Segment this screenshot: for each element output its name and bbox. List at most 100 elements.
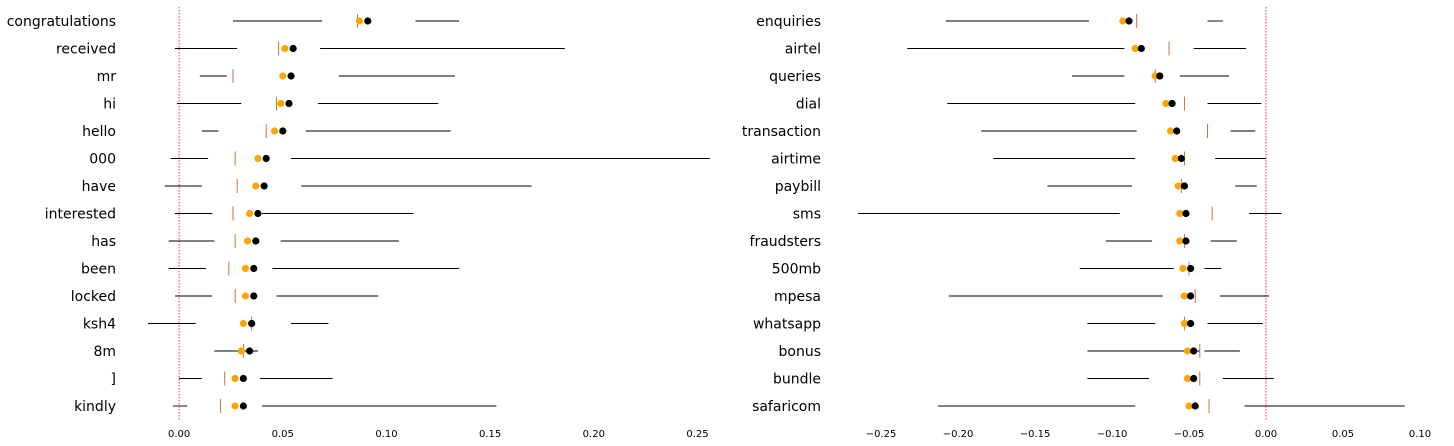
row-label: been (81, 262, 116, 278)
black-point (1191, 402, 1199, 410)
orange-point (254, 154, 262, 163)
black-point (1186, 292, 1195, 300)
right-panel: enquiries airtel queries dial transaction air… (742, 7, 1431, 440)
row-label: airtime (771, 152, 821, 168)
black-point (1190, 347, 1198, 355)
orange-point (252, 182, 260, 190)
black-point (1168, 99, 1176, 108)
orange-point (231, 374, 239, 383)
orange-point (1119, 17, 1127, 25)
row-label: ] (111, 372, 116, 388)
x-tick-label: −0.15 (1020, 429, 1051, 440)
row-label: 8m (93, 344, 116, 360)
x-tick-label: 0.25 (686, 429, 708, 440)
black-point (287, 72, 295, 80)
row-label: ksh4 (83, 317, 116, 333)
orange-point (1162, 99, 1170, 108)
row-label: congratulations (7, 14, 116, 30)
row-label: mpesa (774, 289, 821, 305)
black-point (250, 292, 258, 300)
orange-point (1174, 182, 1182, 190)
orange-point (237, 347, 245, 355)
black-point (239, 402, 247, 410)
orange-point (279, 72, 287, 80)
row-label: 000 (89, 152, 116, 168)
black-point (1182, 237, 1190, 245)
orange-point (1131, 44, 1139, 53)
row-label: has (91, 234, 116, 250)
black-point (252, 237, 260, 245)
orange-point (1171, 154, 1179, 163)
black-point (248, 319, 256, 328)
orange-point (1166, 127, 1175, 135)
orange-point (1183, 347, 1192, 355)
row-label: airtel (785, 42, 821, 58)
orange-point (1185, 402, 1193, 410)
x-tick-label: 0.05 (272, 429, 294, 440)
black-point (279, 127, 287, 135)
row-label: hi (103, 97, 116, 113)
orange-point (1180, 292, 1189, 300)
row-label: transaction (742, 124, 821, 140)
black-point (250, 264, 258, 273)
row-label: hello (82, 124, 116, 140)
black-point (1190, 374, 1198, 383)
black-point (239, 374, 247, 383)
row-label: locked (71, 289, 116, 305)
black-point (1182, 209, 1190, 218)
x-tick-label: −0.25 (866, 429, 897, 440)
black-point (254, 209, 262, 218)
orange-point (1176, 237, 1184, 245)
black-point (1156, 72, 1164, 80)
row-label: enquiries (756, 14, 821, 30)
orange-point (277, 99, 285, 108)
orange-point (231, 402, 239, 410)
x-tick-label: 0.20 (583, 429, 605, 440)
row-label: paybill (775, 179, 821, 195)
orange-point (246, 209, 254, 218)
orange-point (1180, 319, 1189, 328)
x-tick-label: 0.15 (479, 429, 501, 440)
black-point (289, 44, 297, 53)
black-point (1186, 264, 1195, 273)
black-point (1177, 154, 1185, 163)
x-tick-label: 0.00 (168, 429, 190, 440)
black-point (285, 99, 293, 108)
row-label: fraudsters (750, 234, 821, 250)
x-tick-label: −0.20 (943, 429, 974, 440)
x-tick-label: 0.05 (1332, 429, 1354, 440)
black-point (1173, 127, 1181, 135)
row-label: 500mb (772, 262, 821, 278)
row-label: interested (45, 207, 116, 223)
black-point (246, 347, 254, 355)
orange-point (1176, 209, 1184, 218)
black-point (260, 182, 268, 190)
orange-point (241, 292, 250, 300)
row-label: whatsapp (753, 317, 821, 333)
x-tick-label: −0.10 (1097, 429, 1128, 440)
x-tick-label: 0.10 (1409, 429, 1431, 440)
black-point (1186, 319, 1195, 328)
row-label: bundle (773, 372, 821, 388)
left-panel: congratulations received mr hi hello 000 have i… (7, 7, 710, 440)
orange-point (1179, 264, 1187, 273)
row-label: bonus (779, 344, 822, 360)
row-label: kindly (74, 399, 116, 415)
x-tick-label: 0.10 (375, 429, 397, 440)
orange-point (241, 264, 250, 273)
row-label: dial (796, 97, 821, 113)
orange-point (355, 17, 364, 25)
row-label: mr (97, 69, 117, 85)
x-tick-label: 0.00 (1255, 429, 1277, 440)
orange-point (239, 319, 247, 328)
black-point (1180, 182, 1189, 190)
row-label: sms (793, 207, 821, 223)
orange-point (270, 127, 279, 135)
black-point (262, 154, 270, 163)
black-point (1137, 44, 1145, 53)
x-tick-label: −0.05 (1174, 429, 1205, 440)
black-point (364, 17, 372, 25)
row-label: safaricom (752, 399, 821, 415)
orange-point (281, 44, 289, 53)
